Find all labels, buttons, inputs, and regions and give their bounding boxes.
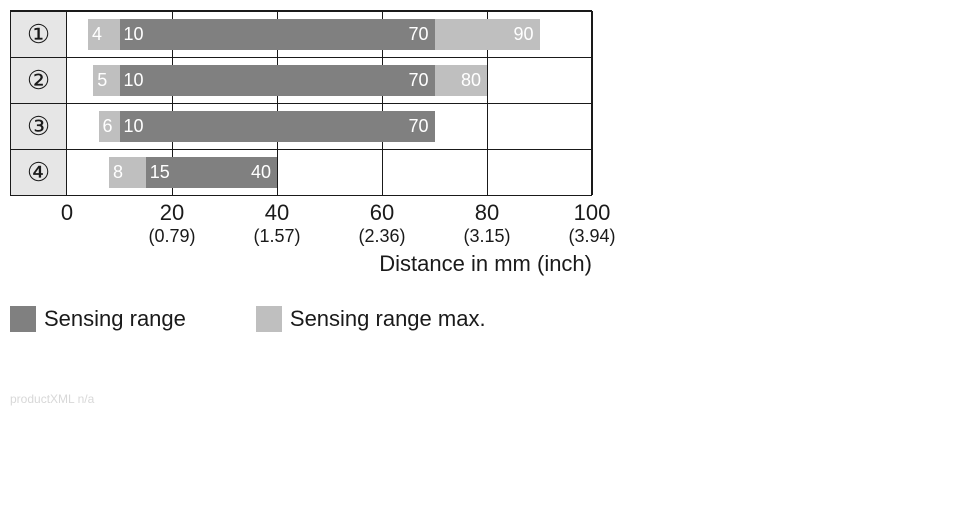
chart-row: ④81540 [10, 149, 591, 195]
bar-cell: 6 10 70 [67, 104, 591, 149]
legend-swatch [10, 306, 36, 332]
tick-mm: 100 [568, 200, 615, 226]
row-label: ② [10, 58, 67, 103]
bar-segment: 10 70 [120, 19, 435, 50]
chart-row: ② 5 10 70 80 [10, 57, 591, 103]
grid-line [592, 11, 593, 195]
sensing-range-chart: ①4107090②5107080③61070④81540 Distance in… [10, 10, 960, 406]
tick-inch: (0.79) [148, 226, 195, 247]
legend-swatch [256, 306, 282, 332]
axis-title: Distance in mm (inch) [379, 251, 592, 277]
row-label: ① [10, 12, 67, 57]
legend-item: Sensing range [10, 306, 186, 332]
tick-inch: (3.94) [568, 226, 615, 247]
axis-tick: 100(3.94) [568, 200, 615, 247]
bar-value-start: 4 [88, 24, 102, 45]
bar-segment: 8 [109, 157, 146, 188]
axis-tick: 0 [61, 200, 73, 226]
chart-grid: ①4107090②5107080③61070④81540 [10, 10, 592, 196]
bar-value-start: 15 [146, 162, 170, 183]
bar-segment: 10 70 [120, 111, 435, 142]
bar-value-start: 8 [109, 162, 123, 183]
bar-segment: 1540 [146, 157, 277, 188]
tick-mm: 80 [463, 200, 510, 226]
tick-mm: 60 [358, 200, 405, 226]
bar-value-start: 10 [120, 116, 144, 137]
tick-inch: (3.15) [463, 226, 510, 247]
tick-mm: 40 [253, 200, 300, 226]
bar-value-end: 90 [513, 24, 539, 45]
bar-value-start: 6 [99, 116, 113, 137]
legend-label: Sensing range max. [290, 306, 486, 332]
axis-tick: 60(2.36) [358, 200, 405, 247]
bar-cell: 4 10 70 90 [67, 12, 591, 57]
bar-value-start: 5 [93, 70, 107, 91]
tick-inch: (2.36) [358, 226, 405, 247]
bar-segment: 80 [435, 65, 488, 96]
bar-value-end: 70 [408, 24, 434, 45]
bar-segment: 5 [93, 65, 119, 96]
legend-label: Sensing range [44, 306, 186, 332]
bar-segment: 10 70 [120, 65, 435, 96]
bar-segment: 90 [435, 19, 540, 50]
bar-segment: 6 [99, 111, 120, 142]
bar-cell: 5 10 70 80 [67, 58, 591, 103]
bar-value-start: 10 [120, 24, 144, 45]
bar-value-end: 70 [408, 116, 434, 137]
bar-value-end: 40 [251, 162, 277, 183]
tick-inch: (1.57) [253, 226, 300, 247]
row-label: ③ [10, 104, 67, 149]
axis-tick: 80(3.15) [463, 200, 510, 247]
chart-row: ③ 6 10 70 [10, 103, 591, 149]
bar-cell: 81540 [67, 150, 591, 195]
bar-value-end: 80 [461, 70, 487, 91]
tick-mm: 0 [61, 200, 73, 226]
axis-tick: 20(0.79) [148, 200, 195, 247]
bar-value-start: 10 [120, 70, 144, 91]
bar-value-end: 70 [408, 70, 434, 91]
footer-note: productXML n/a [10, 392, 960, 406]
tick-mm: 20 [148, 200, 195, 226]
axis-tick: 40(1.57) [253, 200, 300, 247]
x-axis: Distance in mm (inch) 020(0.79)40(1.57)6… [10, 196, 592, 256]
chart-row: ①4 10 70 90 [10, 11, 591, 57]
row-label: ④ [10, 150, 67, 195]
bar-segment: 4 [88, 19, 120, 50]
legend-item: Sensing range max. [256, 306, 486, 332]
legend: Sensing range Sensing range max. [10, 306, 960, 332]
